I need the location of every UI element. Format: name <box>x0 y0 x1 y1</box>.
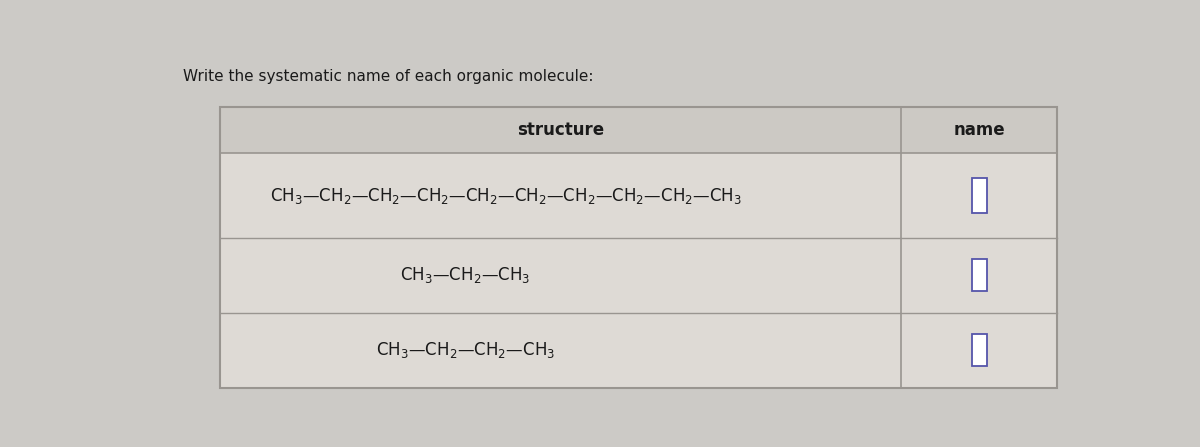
Text: CH$_3$—CH$_2$—CH$_2$—CH$_2$—CH$_2$—CH$_2$—CH$_2$—CH$_2$—CH$_2$—CH$_3$: CH$_3$—CH$_2$—CH$_2$—CH$_2$—CH$_2$—CH$_2… <box>270 186 742 206</box>
Text: structure: structure <box>517 121 604 139</box>
Bar <box>972 259 986 291</box>
Bar <box>220 312 1057 388</box>
Bar <box>972 178 986 213</box>
Text: name: name <box>953 121 1004 139</box>
Text: Write the systematic name of each organic molecule:: Write the systematic name of each organi… <box>182 68 593 84</box>
Text: CH$_3$—CH$_2$—CH$_3$: CH$_3$—CH$_2$—CH$_3$ <box>400 265 530 285</box>
Bar <box>220 153 1057 238</box>
Bar <box>220 107 1057 388</box>
Text: CH$_3$—CH$_2$—CH$_2$—CH$_3$: CH$_3$—CH$_2$—CH$_2$—CH$_3$ <box>376 340 554 360</box>
Bar <box>220 107 1057 153</box>
Bar <box>220 238 1057 312</box>
Bar <box>972 334 986 366</box>
